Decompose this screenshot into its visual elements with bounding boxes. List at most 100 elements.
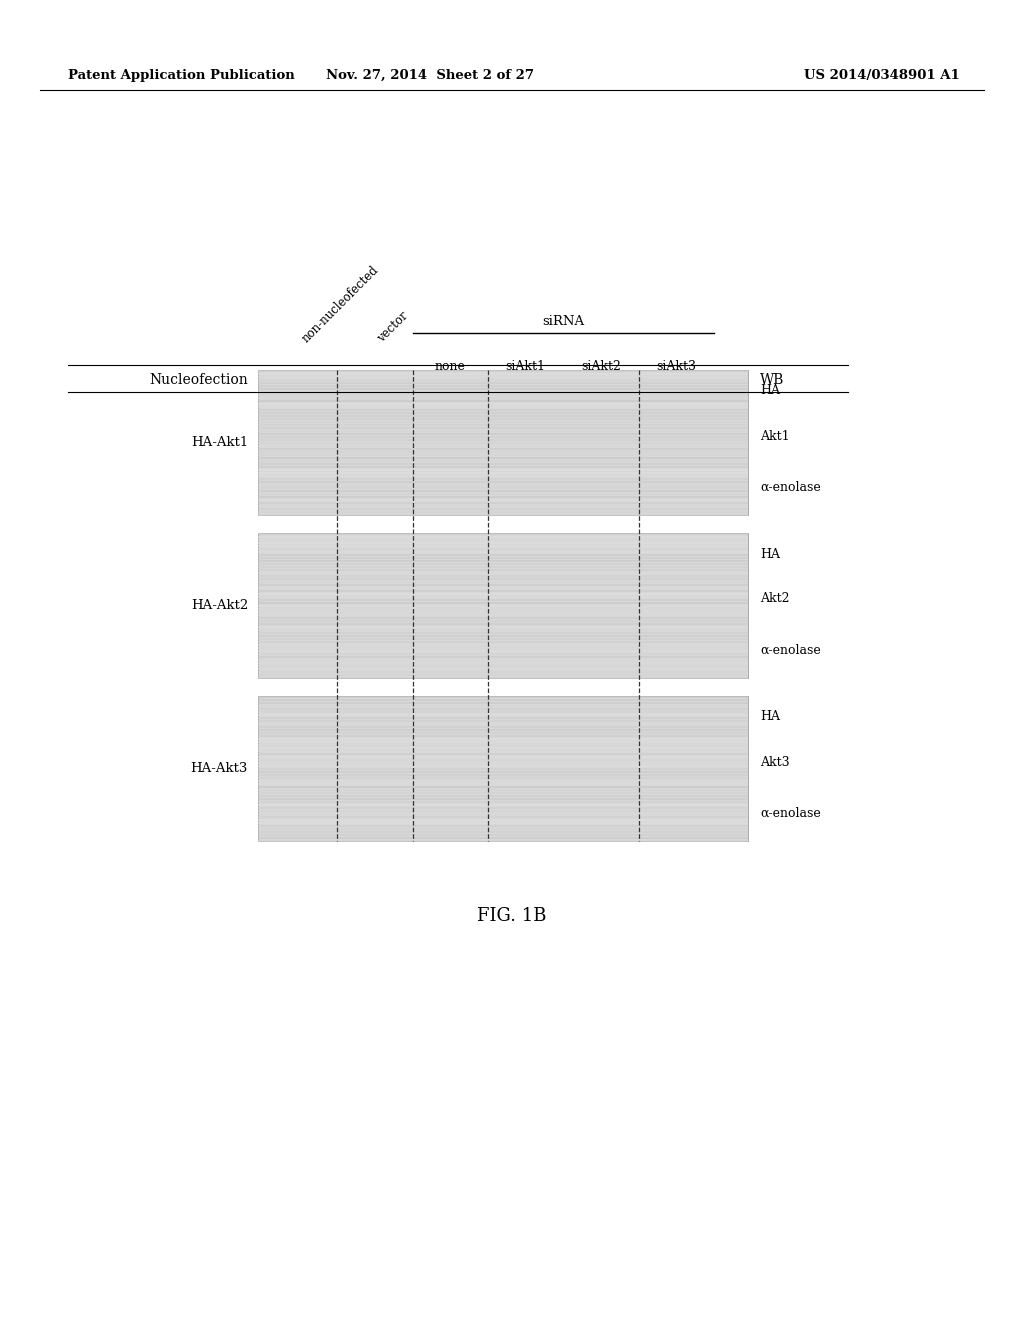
Bar	[258, 668, 748, 671]
Bar	[258, 696, 748, 698]
Bar	[258, 440, 748, 441]
Bar	[258, 583, 748, 586]
Bar	[258, 780, 748, 781]
Bar	[258, 840, 748, 842]
Bar	[258, 492, 748, 495]
Bar	[258, 789, 748, 791]
Bar	[258, 424, 748, 426]
Bar	[258, 632, 748, 634]
Bar	[258, 593, 748, 595]
Bar	[258, 393, 748, 396]
Bar	[258, 578, 748, 579]
Text: siAkt1: siAkt1	[506, 360, 546, 374]
Bar	[258, 466, 748, 469]
Bar	[258, 799, 748, 800]
Bar	[258, 597, 748, 598]
Bar	[258, 756, 748, 758]
Bar	[258, 602, 748, 605]
Bar	[258, 711, 748, 713]
Bar	[258, 762, 748, 764]
Bar	[258, 436, 748, 438]
Bar	[258, 414, 748, 417]
Bar	[258, 638, 748, 640]
Bar	[258, 459, 748, 462]
Bar	[258, 499, 748, 502]
Bar	[258, 463, 748, 465]
Bar	[258, 502, 748, 504]
Bar	[258, 484, 748, 486]
Bar	[258, 614, 748, 616]
Text: HA: HA	[760, 710, 780, 723]
Bar	[258, 741, 748, 743]
Bar	[258, 400, 748, 403]
Bar	[258, 804, 748, 807]
Text: non-nucleofected: non-nucleofected	[299, 263, 381, 345]
Bar	[258, 605, 748, 607]
Bar	[258, 696, 748, 841]
Bar	[258, 785, 748, 788]
Text: HA-Akt3: HA-Akt3	[190, 762, 248, 775]
Bar	[258, 418, 748, 420]
Bar	[258, 496, 748, 498]
Bar	[258, 801, 748, 803]
Bar	[258, 451, 748, 453]
Bar	[258, 412, 748, 414]
Bar	[258, 719, 748, 722]
Bar	[258, 735, 748, 737]
Bar	[258, 487, 748, 488]
Bar	[258, 644, 748, 645]
Bar	[258, 822, 748, 824]
Bar	[258, 714, 748, 715]
Bar	[258, 649, 748, 652]
Bar	[258, 403, 748, 405]
Bar	[258, 475, 748, 477]
Bar	[258, 705, 748, 708]
Text: US 2014/0348901 A1: US 2014/0348901 A1	[804, 69, 961, 82]
Bar	[258, 533, 748, 678]
Bar	[258, 513, 748, 516]
Bar	[258, 630, 748, 631]
Bar	[258, 635, 748, 638]
Bar	[258, 587, 748, 589]
Text: siRNA: siRNA	[543, 315, 585, 327]
Bar	[258, 766, 748, 767]
Bar	[258, 385, 748, 387]
Text: HA-Akt2: HA-Akt2	[190, 599, 248, 612]
Bar	[258, 442, 748, 444]
Bar	[258, 490, 748, 492]
Text: HA: HA	[760, 384, 780, 397]
Text: α-enolase: α-enolase	[760, 807, 821, 820]
Bar	[258, 457, 748, 459]
Bar	[258, 566, 748, 568]
Bar	[258, 663, 748, 664]
Bar	[258, 825, 748, 828]
Bar	[258, 702, 748, 704]
Bar	[258, 391, 748, 393]
Bar	[258, 626, 748, 628]
Bar	[258, 374, 748, 375]
Bar	[258, 533, 748, 535]
Bar	[258, 656, 748, 657]
Bar	[258, 421, 748, 422]
Bar	[258, 554, 748, 556]
Text: siAkt3: siAkt3	[656, 360, 696, 374]
Text: Nucleofection: Nucleofection	[150, 374, 248, 387]
Text: Akt2: Akt2	[760, 593, 790, 606]
Bar	[258, 430, 748, 432]
Bar	[258, 560, 748, 562]
Bar	[258, 700, 748, 701]
Bar	[258, 478, 748, 480]
Bar	[258, 818, 748, 821]
Bar	[258, 659, 748, 661]
Bar	[258, 511, 748, 513]
Bar	[258, 480, 748, 483]
Bar	[258, 370, 748, 372]
Bar	[258, 675, 748, 676]
Bar	[258, 550, 748, 553]
Bar	[258, 816, 748, 818]
Bar	[258, 433, 748, 436]
Bar	[258, 616, 748, 619]
Bar	[258, 744, 748, 746]
Bar	[258, 777, 748, 779]
Bar	[258, 795, 748, 797]
